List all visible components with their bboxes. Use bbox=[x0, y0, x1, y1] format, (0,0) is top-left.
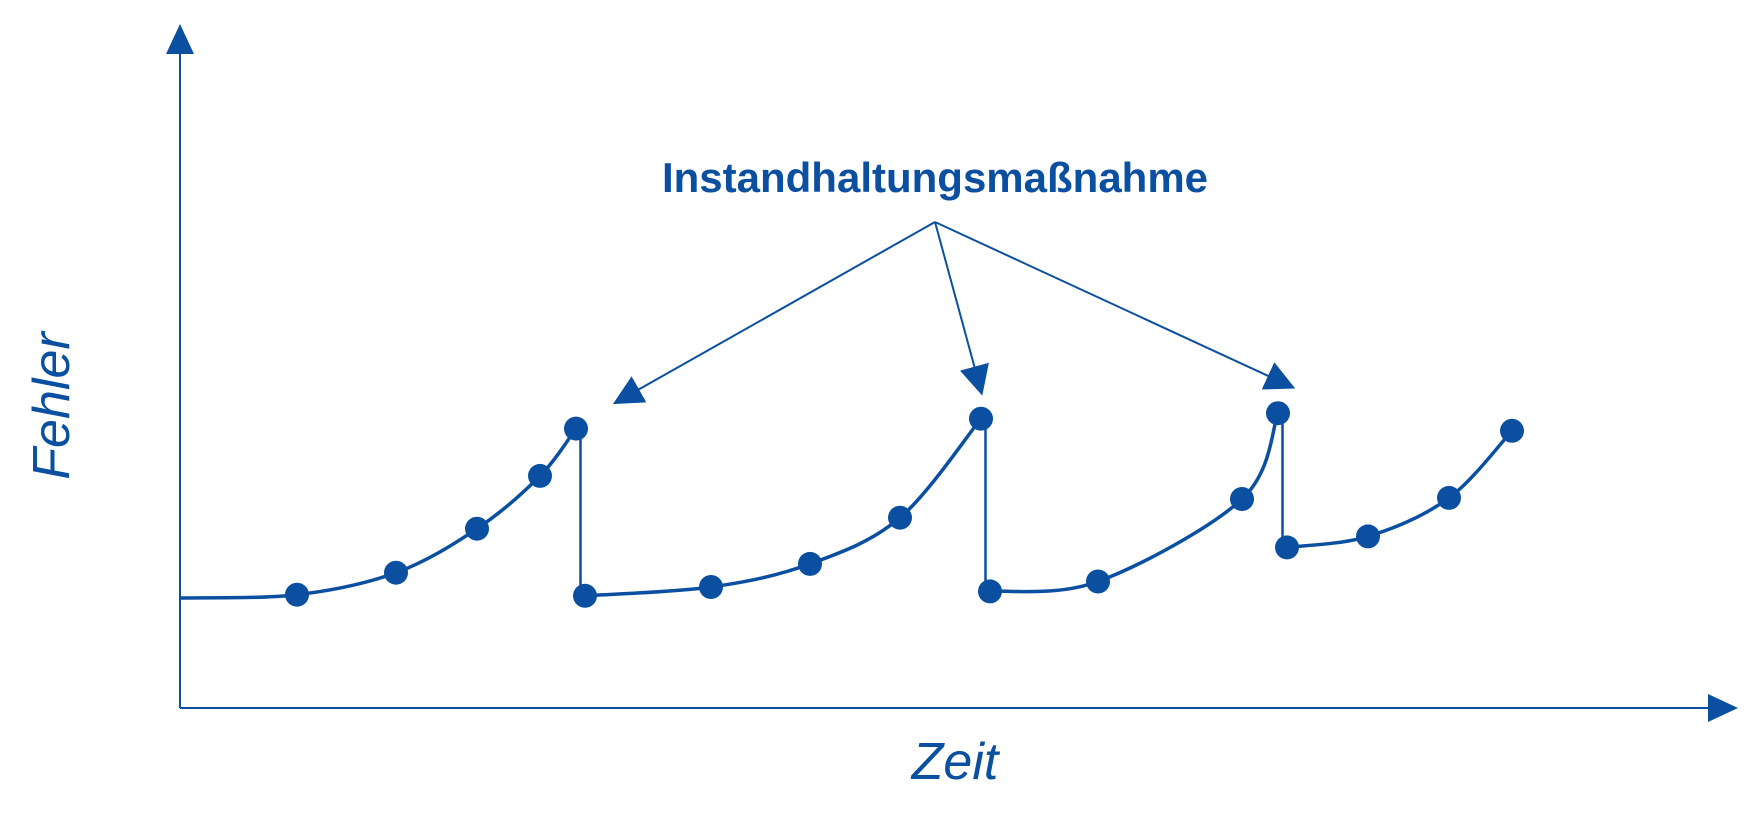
maintenance-callout-label: Instandhaltungsmaßnahme bbox=[661, 154, 1209, 201]
data-point bbox=[1437, 485, 1461, 510]
data-point bbox=[1356, 524, 1380, 549]
data-point bbox=[1275, 535, 1299, 560]
data-point bbox=[285, 582, 309, 607]
callout-arrow-3 bbox=[934, 221, 1296, 390]
data-point bbox=[1086, 569, 1110, 594]
failure-curve-segment-3 bbox=[989, 412, 1280, 594]
data-point bbox=[978, 579, 1002, 604]
data-point bbox=[1230, 487, 1254, 511]
callout-arrow-2 bbox=[934, 221, 989, 396]
failure-curve-segment-4 bbox=[1286, 429, 1514, 550]
failure-curve-segment-1 bbox=[179, 427, 578, 600]
data-point bbox=[969, 406, 993, 431]
data-point bbox=[564, 416, 588, 441]
data-point bbox=[573, 583, 597, 608]
data-point bbox=[384, 560, 408, 585]
data-point bbox=[888, 505, 912, 530]
x-axis-label: Zeit bbox=[911, 733, 999, 791]
data-point bbox=[1266, 401, 1290, 426]
failure-curve-segment-2 bbox=[584, 417, 983, 598]
y-axis-arrow bbox=[166, 24, 194, 54]
data-point bbox=[465, 516, 489, 541]
data-point bbox=[1500, 418, 1524, 443]
y-axis-label: Fehler bbox=[23, 332, 81, 480]
x-axis-arrow bbox=[1708, 694, 1738, 722]
callout-arrow-1 bbox=[612, 221, 936, 405]
data-point bbox=[699, 575, 723, 599]
data-point bbox=[528, 463, 552, 488]
data-point bbox=[798, 551, 822, 576]
